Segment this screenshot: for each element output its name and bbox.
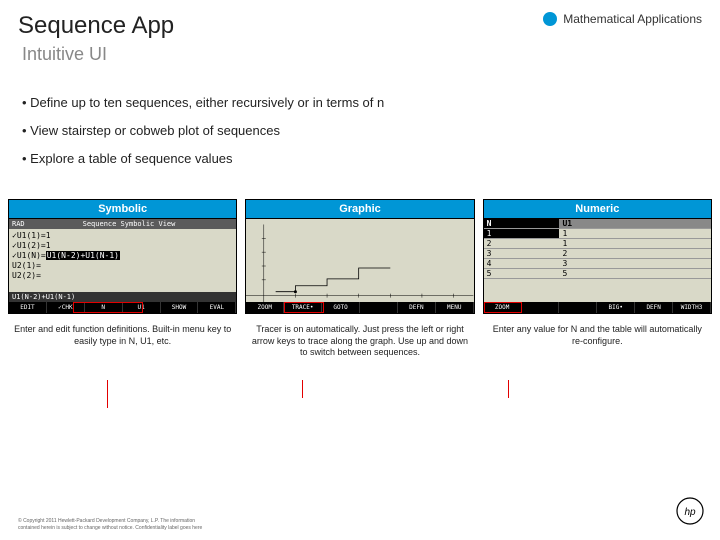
softkey[interactable]: N [85,302,123,313]
panel-numeric: Numeric N U1 11 21 32 43 55 ZOOM BIG• DE… [483,199,712,314]
softkey-row: EDIT ✓CHK N U1 SHOW EVAL [9,302,236,313]
plot-area [246,219,473,313]
callout-line-icon [107,380,108,408]
panel-label: Numeric [483,199,712,219]
screen-titlebar: RAD Sequence Symbolic View [9,219,236,229]
mode-indicator: RAD [12,220,25,228]
svg-text:hp: hp [684,507,696,518]
edit-line: U1(N-2)+U1(N-1) [9,292,236,302]
disclaimer: contained herein is subject to change wi… [18,525,202,532]
seq-line: U2(2)= [12,271,233,281]
panels-row: Symbolic RAD Sequence Symbolic View U1(1… [0,199,720,314]
table-row: 43 [484,259,711,269]
hp-logo-icon: hp [676,497,704,530]
table-row: 11 [484,229,711,239]
col-header: N [484,219,560,228]
header: Sequence App Mathematical Applications [0,0,720,44]
view-title: Sequence Symbolic View [83,220,176,228]
panel-label: Symbolic [8,199,237,219]
copyright: © Copyright 2011 Hewlett-Packard Develop… [18,518,202,525]
softkey-row: ZOOM TRACE• GOTO DEFN MENU [246,302,473,313]
softkey[interactable]: DEFN [635,302,673,313]
softkey[interactable]: GOTO [322,302,360,313]
panel-graphic: Graphic ZOOM TRACE• GOTO [245,199,474,314]
panel-symbolic: Symbolic RAD Sequence Symbolic View U1(1… [8,199,237,314]
softkey[interactable]: EDIT [9,302,47,313]
bullet-list: Define up to ten sequences, either recur… [0,85,720,199]
caption: Enter and edit function definitions. Bui… [8,324,237,359]
softkey-row: ZOOM BIG• DEFN WIDTH3 [484,302,711,313]
highlighted-expr: U1(N-2)+U1(N-1) [46,251,120,260]
softkey[interactable] [522,302,560,313]
caption: Tracer is on automatically. Just press t… [245,324,474,359]
softkey[interactable]: ZOOM [484,302,522,313]
callout-line-icon [302,380,303,398]
softkey[interactable] [559,302,597,313]
table-row: 21 [484,239,711,249]
captions-row: Enter and edit function definitions. Bui… [0,314,720,359]
softkey[interactable]: DEFN [398,302,436,313]
softkey[interactable]: WIDTH3 [673,302,711,313]
softkey[interactable]: ZOOM [246,302,284,313]
panel-label: Graphic [245,199,474,219]
numeric-screen: N U1 11 21 32 43 55 ZOOM BIG• DEFN WIDTH… [483,219,712,314]
softkey[interactable]: TRACE• [284,302,322,313]
softkey[interactable]: BIG• [597,302,635,313]
category-dot-icon [543,12,557,26]
graphic-screen: ZOOM TRACE• GOTO DEFN MENU [245,219,474,314]
table-header: N U1 [484,219,711,229]
page-title: Sequence App [18,12,174,40]
softkey[interactable]: EVAL [198,302,236,313]
table-row: 55 [484,269,711,279]
table-row: 32 [484,249,711,259]
footer: © Copyright 2011 Hewlett-Packard Develop… [18,518,202,532]
callout-line-icon [508,380,509,398]
softkey[interactable]: SHOW [161,302,199,313]
bullet-item: View stairstep or cobweb plot of sequenc… [22,123,698,138]
bullet-item: Define up to ten sequences, either recur… [22,95,698,110]
seq-line: U1(N)=U1(N-2)+U1(N-1) [12,251,233,261]
screen-body: U1(1)=1 U1(2)=1 U1(N)=U1(N-2)+U1(N-1) U2… [9,229,236,283]
softkey[interactable]: ✓CHK [47,302,85,313]
col-header: U1 [559,219,635,228]
seq-line: U1(1)=1 [12,231,233,241]
bullet-item: Explore a table of sequence values [22,151,698,166]
softkey[interactable] [360,302,398,313]
category-label: Mathematical Applications [563,12,702,26]
seq-line: U1(2)=1 [12,241,233,251]
category: Mathematical Applications [543,12,702,26]
symbolic-screen: RAD Sequence Symbolic View U1(1)=1 U1(2)… [8,219,237,314]
caption: Enter any value for N and the table will… [483,324,712,359]
seq-line: U2(1)= [12,261,233,271]
softkey[interactable]: U1 [123,302,161,313]
softkey[interactable]: MENU [436,302,474,313]
subtitle: Intuitive UI [0,44,720,85]
